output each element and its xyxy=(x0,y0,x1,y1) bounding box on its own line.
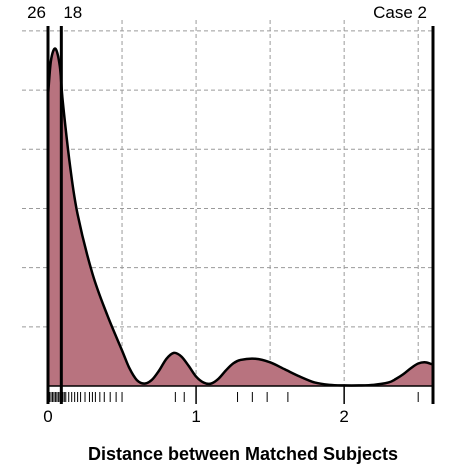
reference-line-label: 18 xyxy=(63,3,82,22)
x-axis-title: Distance between Matched Subjects xyxy=(88,444,398,464)
x-tick-label: 1 xyxy=(191,407,200,426)
rug-marks xyxy=(47,392,419,402)
density-curve-line xyxy=(46,47,434,387)
reference-lines: 26 18 Case 2 xyxy=(27,3,435,404)
reference-line-label: 26 xyxy=(27,3,46,22)
x-tick-label: 0 xyxy=(43,407,52,426)
density-area xyxy=(48,48,433,387)
grid xyxy=(22,20,433,386)
x-tick-label: 2 xyxy=(339,407,348,426)
x-axis-ticks: 0 1 2 xyxy=(43,386,349,426)
reference-line-label: Case 2 xyxy=(373,3,427,22)
